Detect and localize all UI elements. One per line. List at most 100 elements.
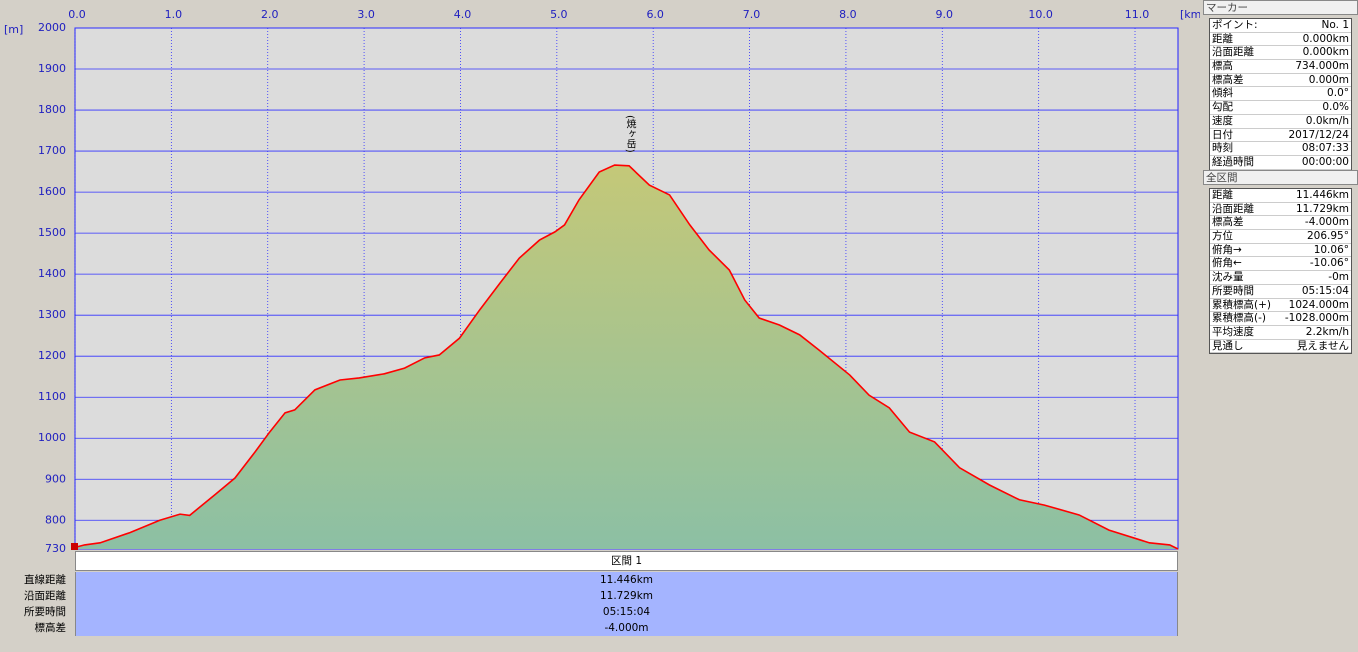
row-label: 俯角→ xyxy=(1212,243,1242,256)
table-row: 累積標高(-) -1028.000m xyxy=(1210,312,1351,326)
table-row: 標高差 -4.000m xyxy=(1210,216,1351,231)
row-value: -10.06° xyxy=(1309,257,1349,270)
table-row: 日付 2017/12/24 xyxy=(1210,129,1351,143)
row-label: 沿面距離 xyxy=(24,590,66,602)
row-label: 標高差 xyxy=(1212,73,1244,86)
row-label: 距離 xyxy=(1212,32,1233,45)
x-tick-label: 4.0 xyxy=(454,8,472,21)
start-marker xyxy=(71,543,78,550)
row-label: 勾配 xyxy=(1212,101,1233,114)
x-tick-label: 11.0 xyxy=(1125,8,1150,21)
row-value: 734.000m xyxy=(1295,60,1349,73)
row-value: -0m xyxy=(1328,271,1349,284)
row-label: 所要時間 xyxy=(24,606,66,618)
row-value: -4.000m xyxy=(75,620,1178,636)
chart: [m] [km] 730 800 900 1000 1100 1200 1300 1400 15… xyxy=(4,8,1200,555)
row-value: 00:00:00 xyxy=(1301,155,1349,168)
row-label: 見通し xyxy=(1212,339,1244,352)
row-value: 05:15:04 xyxy=(75,604,1178,620)
row-value: 11.729km xyxy=(1295,202,1349,215)
row-label: 直線距離 xyxy=(24,574,66,586)
total-table: 距離 11.446km 沿面距離 11.729km 標高差 -4.000m 方位 206.95… xyxy=(1209,188,1352,355)
row-value: 0.000m xyxy=(1308,73,1349,86)
row-value: 0.0° xyxy=(1327,87,1349,100)
x-tick-label: 6.0 xyxy=(646,8,664,21)
row-label: 標高 xyxy=(1212,60,1233,73)
table-row: 時刻 08:07:33 xyxy=(1210,142,1351,156)
table-row: 傾斜 0.0° xyxy=(1210,87,1351,102)
table-row: 俯角← -10.06° xyxy=(1210,257,1351,272)
y-tick-label: 800 xyxy=(45,513,66,526)
row-value: -1028.000m xyxy=(1284,312,1349,325)
row-value: 0.0% xyxy=(1322,101,1349,114)
table-row: 距離 11.446km xyxy=(1210,189,1351,203)
row-label: 日付 xyxy=(1212,128,1233,141)
marker-table: ポイント: No. 1 距離 0.000km 沿面距離 0.000km 標高 734.000m… xyxy=(1209,18,1352,171)
table-row: 沿面距離 11.729km xyxy=(1210,203,1351,217)
table-row: 俯角→ 10.06° xyxy=(1210,244,1351,258)
row-value: 11.729km xyxy=(75,588,1178,604)
row-label: 経過時間 xyxy=(1212,155,1254,168)
y-tick-label: 1500 xyxy=(38,226,66,239)
row-label: 傾斜 xyxy=(1212,87,1233,100)
row-label: 所要時間 xyxy=(1212,284,1254,297)
y-tick-label: 2000 xyxy=(38,21,66,34)
y-tick-label: 900 xyxy=(45,472,66,485)
row-label: 標高差 xyxy=(1212,216,1244,229)
annotation: (焼ヶ岳) xyxy=(624,115,636,153)
panel-title: マーカー xyxy=(1203,0,1358,15)
x-axis-label: [km] xyxy=(1180,8,1200,21)
x-tick-label: 9.0 xyxy=(936,8,954,21)
table-row: 方位 206.95° xyxy=(1210,230,1351,244)
row-value: 11.446km xyxy=(75,572,1178,588)
table-row: 標高差 0.000m xyxy=(1210,74,1351,88)
row-label: 距離 xyxy=(1212,189,1233,201)
row-value: 08:07:33 xyxy=(1301,142,1349,155)
y-tick-label: 730 xyxy=(45,542,66,555)
row-label: 沿面距離 xyxy=(1212,202,1254,215)
row-value: 0.0km/h xyxy=(1305,114,1349,127)
table-row: 勾配 0.0% xyxy=(1210,101,1351,115)
x-tick-label: 0.0 xyxy=(68,8,86,21)
x-tick-label: 7.0 xyxy=(743,8,761,21)
row-label: 標高差 xyxy=(34,622,67,634)
table-row: 標高 734.000m xyxy=(1210,60,1351,74)
y-axis-label: [m] xyxy=(4,23,23,36)
row-value: 10.06° xyxy=(1313,243,1349,256)
y-tick-label: 1400 xyxy=(38,267,66,280)
table-row: 平均速度 2.2km/h xyxy=(1210,326,1351,340)
row-value: 0.000km xyxy=(1302,32,1349,45)
row-label: ポイント: xyxy=(1212,19,1258,31)
row-value: -4.000m xyxy=(1304,216,1349,229)
x-tick-label: 8.0 xyxy=(839,8,857,21)
x-tick-label: 10.0 xyxy=(1028,8,1053,21)
row-value: 0.000km xyxy=(1302,46,1349,59)
x-tick-label: 5.0 xyxy=(550,8,568,21)
profile-line xyxy=(74,164,1179,550)
area-fill xyxy=(75,165,1178,549)
row-label: 俯角← xyxy=(1212,257,1242,270)
table-row: 見通し 見えません xyxy=(1210,340,1351,354)
table-row: 所要時間 05:15:04 xyxy=(1210,285,1351,299)
panel-title: 全区間 xyxy=(1203,170,1358,185)
row-value: 見えません xyxy=(1296,339,1349,352)
table-row: 速度 0.0km/h xyxy=(1210,115,1351,129)
y-tick-label: 1000 xyxy=(38,431,66,444)
y-tick-label: 1800 xyxy=(38,103,66,116)
y-tick-label: 1300 xyxy=(38,308,66,321)
row-label: 沿面距離 xyxy=(1212,46,1254,59)
section-header: 区間 1 xyxy=(75,551,1178,571)
y-tick-label: 1900 xyxy=(38,62,66,75)
row-value: 2017/12/24 xyxy=(1288,128,1349,141)
table-row: 沿面距離 0.000km xyxy=(1210,46,1351,61)
total-panel: 全区間 距離 11.446km 沿面距離 11.729km 標高差 -4.000m 方位 20… xyxy=(1203,170,1358,355)
row-label: 方位 xyxy=(1212,230,1233,243)
table-row: 沈み量 -0m xyxy=(1210,271,1351,285)
row-label: 時刻 xyxy=(1212,142,1233,155)
table-row: 距離 0.000km xyxy=(1210,33,1351,47)
x-tick-label: 3.0 xyxy=(357,8,375,21)
row-value: 11.446km xyxy=(1295,189,1349,201)
x-tick-label: 2.0 xyxy=(261,8,279,21)
row-value: 2.2km/h xyxy=(1305,325,1349,338)
